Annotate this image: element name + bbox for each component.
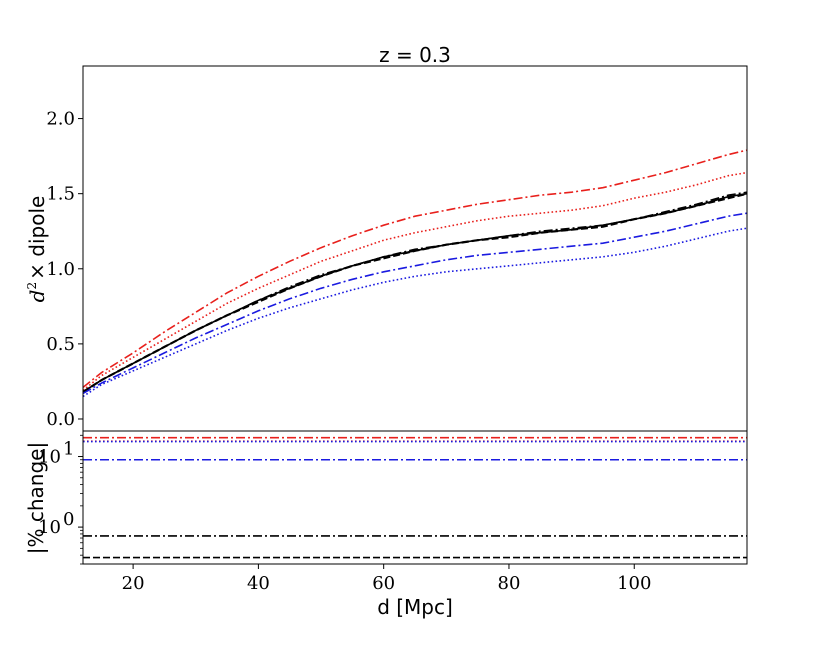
bottom-x-ticks: 20 40 60 80 100: [122, 564, 651, 594]
bottom-ytick-exponent: 0: [63, 509, 74, 530]
xtick-label: 40: [247, 573, 270, 594]
top-series-line-1: [82, 171, 748, 392]
bottom-ytick-label: 10: [38, 447, 61, 468]
bottom-plot-frame: [82, 430, 748, 565]
top-series-line-2: [82, 192, 748, 393]
top-ytick-label: 0.5: [46, 334, 75, 355]
chart-title: z = 0.3: [379, 43, 451, 67]
bottom-y-axis-label: |% change|: [24, 442, 48, 554]
xtick-label: 100: [617, 573, 651, 594]
top-panel: 0.0 0.5 1.0 1.5 2.0 d2 × dipole: [25, 65, 748, 432]
x-axis-label: d [Mpc]: [377, 595, 453, 619]
xtick-label: 80: [498, 573, 521, 594]
top-series-line-5: [82, 212, 748, 395]
xtick-label: 20: [122, 573, 145, 594]
top-ytick-label: 2.0: [46, 109, 75, 130]
ylabel-sup: 2: [25, 282, 39, 290]
top-series-line-0: [82, 149, 748, 389]
top-y-ticks: 0.0 0.5 1.0 1.5 2.0: [46, 109, 83, 430]
top-ytick-label: 0.0: [46, 409, 75, 430]
ylabel-math: d: [25, 290, 49, 303]
xtick-label: 60: [372, 573, 395, 594]
bottom-ytick-exponent: 1: [63, 439, 74, 460]
top-series-line-4: [82, 191, 748, 393]
top-ytick-label: 1.5: [46, 184, 75, 205]
top-ytick-label: 1.0: [46, 259, 75, 280]
top-series-line-6: [82, 227, 748, 398]
top-series-line-3: [82, 192, 748, 393]
bottom-ytick-label: 10: [38, 517, 61, 538]
ylabel-rest: × dipole: [25, 196, 49, 280]
bottom-series-group: [83, 436, 747, 559]
top-y-axis-label: d2 × dipole: [25, 196, 49, 303]
top-series-group: [82, 149, 748, 398]
